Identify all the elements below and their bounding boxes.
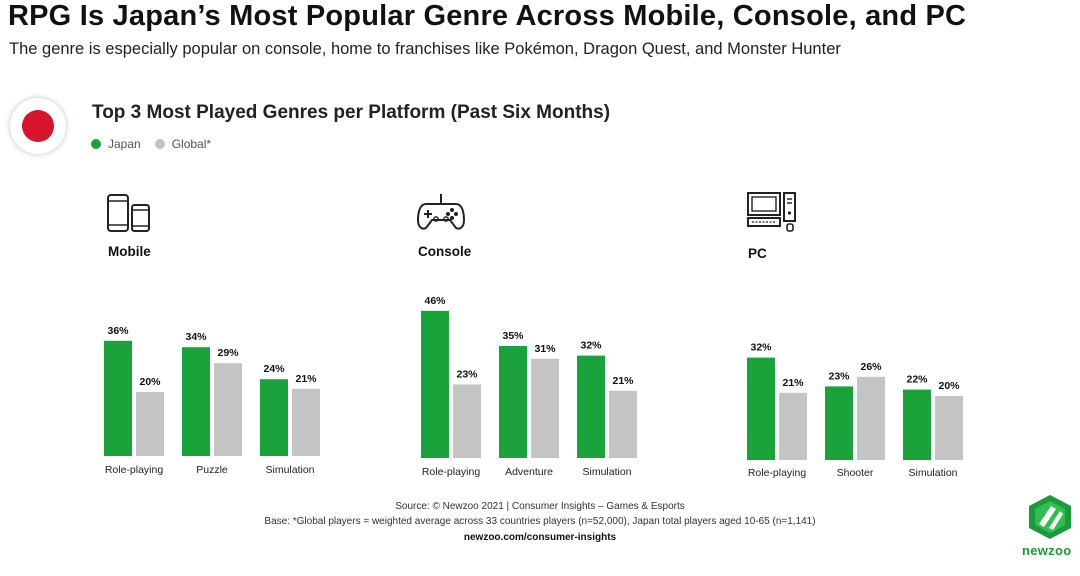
bar-console-role-playing-global <box>453 384 481 458</box>
data-label-pc-shooter-global: 26% <box>860 361 882 373</box>
bar-pc-role-playing-global <box>779 392 807 460</box>
data-label-mobile-role-playing-japan: 36% <box>107 325 129 337</box>
data-label-pc-simulation-japan: 22% <box>906 374 928 386</box>
newzoo-logo-text: newzoo <box>1022 543 1072 558</box>
data-label-mobile-simulation-japan: 24% <box>263 363 285 375</box>
newzoo-logo-icon <box>1029 495 1071 539</box>
category-label-mobile-role-playing: Role-playing <box>105 464 164 476</box>
bar-pc-simulation-global <box>935 396 963 460</box>
bar-mobile-puzzle-japan <box>182 347 210 456</box>
legend-swatch-global <box>154 139 165 149</box>
data-label-console-role-playing-japan: 46% <box>424 295 446 307</box>
legend-item-japan: Japan <box>91 137 141 151</box>
data-label-console-adventure-global: 31% <box>534 343 556 355</box>
category-label-console-simulation: Simulation <box>582 466 631 478</box>
japan-flag-icon <box>10 98 66 154</box>
page-subtitle: The genre is especially popular on conso… <box>9 40 841 58</box>
category-label-console-role-playing: Role-playing <box>422 466 481 478</box>
data-label-console-simulation-japan: 32% <box>580 340 602 352</box>
legend-swatch-japan <box>91 139 101 149</box>
footer-url[interactable]: newzoo.com/consumer-insights <box>463 532 617 543</box>
bar-mobile-puzzle-global <box>214 363 242 456</box>
bar-pc-shooter-japan <box>825 386 853 460</box>
platform-label-console: Console <box>418 244 472 259</box>
category-label-mobile-simulation: Simulation <box>265 464 314 476</box>
data-label-console-simulation-global: 21% <box>612 375 634 387</box>
chart-heading: Top 3 Most Played Genres per Platform (P… <box>92 102 611 123</box>
legend-label-global: Global* <box>171 137 212 151</box>
data-label-mobile-simulation-global: 21% <box>295 373 317 385</box>
data-label-pc-role-playing-global: 21% <box>782 377 804 389</box>
data-label-pc-simulation-global: 20% <box>938 380 960 392</box>
bar-mobile-simulation-japan <box>260 379 288 456</box>
category-label-pc-shooter: Shooter <box>837 467 874 479</box>
bar-console-simulation-global <box>609 390 637 458</box>
bar-console-adventure-japan <box>499 346 527 458</box>
bar-mobile-role-playing-global <box>136 392 164 456</box>
bar-pc-shooter-global <box>857 376 885 460</box>
bar-console-simulation-japan <box>577 355 605 458</box>
data-label-console-role-playing-global: 23% <box>456 368 478 380</box>
bar-mobile-simulation-global <box>292 388 320 456</box>
flag-red-circle <box>22 110 54 142</box>
platform-label-pc: PC <box>748 246 767 261</box>
bar-console-role-playing-japan <box>421 310 449 458</box>
bar-pc-role-playing-japan <box>747 357 775 460</box>
bar-pc-simulation-japan <box>903 389 931 460</box>
platform-label-mobile: Mobile <box>108 244 151 259</box>
data-label-pc-shooter-japan: 23% <box>828 370 850 382</box>
bar-mobile-role-playing-japan <box>104 340 132 456</box>
data-label-mobile-puzzle-global: 29% <box>217 347 239 359</box>
data-label-console-adventure-japan: 35% <box>502 330 524 342</box>
bar-console-adventure-global <box>531 358 559 458</box>
data-label-mobile-role-playing-global: 20% <box>139 376 161 388</box>
legend-item-global: Global* <box>154 137 212 151</box>
category-label-console-adventure: Adventure <box>505 466 553 478</box>
mobile-phones-icon <box>107 194 150 232</box>
data-label-pc-role-playing-japan: 32% <box>750 342 772 354</box>
page-title: RPG Is Japan’s Most Popular Genre Across… <box>8 0 967 32</box>
category-label-mobile-puzzle: Puzzle <box>196 464 228 476</box>
footer-base: Base: *Global players = weighted average… <box>264 516 816 527</box>
legend-label-japan: Japan <box>108 137 141 151</box>
desktop-computer-icon <box>747 192 796 232</box>
gamepad-icon <box>416 194 466 230</box>
footer-source: Source: © Newzoo 2021 | Consumer Insight… <box>395 501 685 512</box>
legend: Japan Global* <box>91 137 225 151</box>
category-label-pc-simulation: Simulation <box>908 467 957 479</box>
category-label-pc-role-playing: Role-playing <box>748 467 807 479</box>
data-label-mobile-puzzle-japan: 34% <box>185 331 207 343</box>
